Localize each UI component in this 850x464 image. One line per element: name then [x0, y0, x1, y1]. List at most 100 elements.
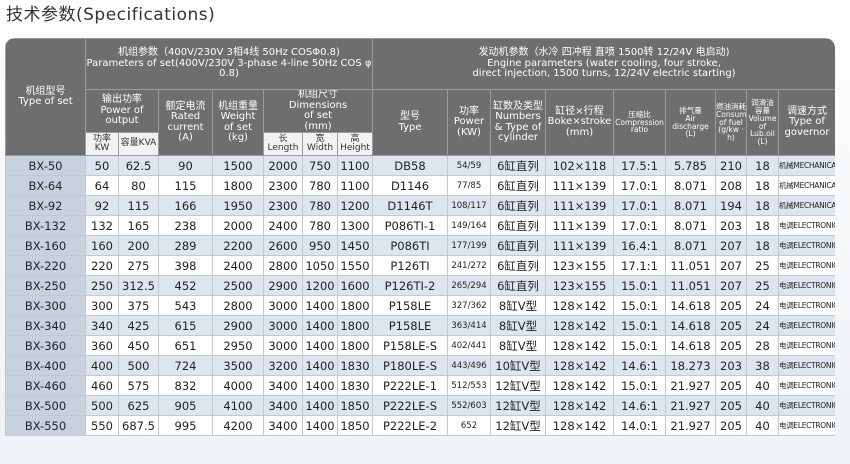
- cell: 1400: [302, 395, 338, 416]
- cell: 14.6:1: [613, 395, 666, 416]
- cell: 40: [746, 375, 779, 396]
- cell: 电调ELECTRONIC: [777, 315, 835, 336]
- header-text: (mm): [304, 120, 332, 132]
- cell: 2500: [212, 275, 264, 296]
- cell: 1800: [212, 175, 264, 196]
- header-text: (KW): [457, 126, 481, 138]
- header-text: governor: [784, 126, 830, 138]
- cell: DB58: [372, 155, 448, 176]
- cell: 128×142: [545, 355, 614, 376]
- cell: 450: [118, 335, 159, 356]
- cell: 687.5: [118, 415, 159, 436]
- cell: P158LE-S: [372, 335, 448, 356]
- cell: 8.071: [665, 215, 716, 236]
- header-text: Air discharge: [672, 113, 709, 131]
- header-cell: 容量KVA: [118, 132, 159, 156]
- set-type: BX-92: [5, 195, 86, 216]
- set-type: BX-460: [5, 375, 86, 396]
- cell: 3400: [263, 395, 303, 416]
- header-cell: 燃油消耗Consumptionof fuel(g/kw · h): [715, 89, 747, 156]
- header-cell: 排气量 Air discharge (L): [665, 89, 716, 156]
- cell: 1800: [337, 295, 373, 316]
- cell: 327/362: [447, 295, 491, 316]
- set-type: BX-500: [5, 395, 86, 416]
- cell: 8.071: [665, 235, 716, 256]
- header-text: 机组重量: [218, 100, 258, 112]
- cell: 780: [302, 215, 338, 236]
- cell: 1100: [337, 155, 373, 176]
- cell: 724: [158, 355, 213, 376]
- table-row: BX-500 500 625 905 4100 3400 1400 1850 P222LE-S 5…: [5, 395, 835, 416]
- cell: 18: [746, 235, 779, 256]
- header-text: (mm): [565, 126, 594, 138]
- cell: 24: [746, 315, 779, 336]
- cell: 6缸直列: [490, 175, 546, 196]
- cell: 128×142: [545, 395, 614, 416]
- header-cell: 高 Height: [337, 132, 373, 156]
- cell: 1450: [337, 235, 373, 256]
- cell: 电调ELECTRONIC: [777, 375, 835, 396]
- cell: 11.051: [665, 275, 716, 296]
- cell: 64: [85, 175, 119, 196]
- cell: 15.0:1: [613, 375, 666, 396]
- cell: 54/59: [447, 155, 491, 176]
- header-cell: 功率 Power (KW): [447, 89, 491, 156]
- set-type: BX-220: [5, 255, 86, 276]
- cell: 机械MECHANICAL: [777, 155, 835, 176]
- cell: 4000: [212, 375, 264, 396]
- cell: 1100: [337, 175, 373, 196]
- cell: 1400: [302, 375, 338, 396]
- spec-table-wrap: 机组型号 Type of set 机组参数（400V/230V 3相4线 50Hz …: [5, 38, 835, 436]
- cell: 652: [447, 415, 491, 436]
- header-text: Power: [453, 116, 485, 128]
- cell: 111×139: [545, 175, 614, 196]
- cell: P126TI: [372, 255, 448, 276]
- cell: 1550: [337, 255, 373, 276]
- table-row: BX-360 360 450 651 2950 3000 1400 1800 P158LE-S 4…: [5, 335, 835, 356]
- cell: 128×142: [545, 315, 614, 336]
- header-text: (g/kw · h): [718, 125, 744, 143]
- cell: 3400: [263, 375, 303, 396]
- cell: 363/414: [447, 315, 491, 336]
- header-cell: 长 Length: [263, 132, 303, 156]
- table-row: BX-132 132 165 238 2000 2400 780 1300 P086TI-1 14…: [5, 215, 835, 236]
- cell: 275: [118, 255, 159, 276]
- cell: 177/199: [447, 235, 491, 256]
- cell: 550: [85, 415, 119, 436]
- cell: 512/553: [447, 375, 491, 396]
- cell: 1500: [212, 155, 264, 176]
- header-cell: 发动机参数（水冷 四冲程 直喷 1500转 12/24V 电启动) Engine …: [371, 38, 835, 90]
- cell: 194: [715, 195, 747, 216]
- cell: 15.0:1: [613, 295, 666, 316]
- cell: 500: [118, 355, 159, 376]
- cell: D1146T: [372, 195, 448, 216]
- cell: P126TI-2: [372, 275, 448, 296]
- cell: 14.618: [665, 315, 716, 336]
- header-row: 机组型号 Type of set 机组参数（400V/230V 3相4线 50Hz …: [5, 38, 835, 156]
- cell: 1050: [302, 255, 338, 276]
- cell: 2800: [212, 295, 264, 316]
- header-text: Height: [340, 143, 370, 153]
- header-cell: 调速方式 Type of governor: [777, 89, 835, 156]
- cell: 电调ELECTRONIC: [777, 275, 835, 296]
- cell: 2300: [263, 175, 303, 196]
- cell: 128×142: [545, 375, 614, 396]
- cell: P180LE-S: [372, 355, 448, 376]
- cell: 950: [302, 235, 338, 256]
- header-text: Length: [267, 143, 299, 153]
- cell: 8缸V型: [490, 295, 546, 316]
- cell: 203: [715, 215, 747, 236]
- cell: 2950: [212, 335, 264, 356]
- cell: 312.5: [118, 275, 159, 296]
- cell: 4100: [212, 395, 264, 416]
- header-text: Parameters of set(400V/230V 3-phase 4-li…: [86, 57, 372, 80]
- cell: 80: [118, 175, 159, 196]
- header-row: 输出功率 Power of output 额定电流 Rated current (A) 机组…: [6, 89, 835, 156]
- cell: 77/85: [447, 175, 491, 196]
- cell: 651: [158, 335, 213, 356]
- table-row: BX-550 550 687.5 995 4200 3400 1400 1850 P222LE-…: [5, 415, 835, 436]
- cell: 780: [302, 195, 338, 216]
- cell: 1400: [302, 335, 338, 356]
- cell: 5.785: [665, 155, 716, 176]
- cell: P086TI-1: [372, 215, 448, 236]
